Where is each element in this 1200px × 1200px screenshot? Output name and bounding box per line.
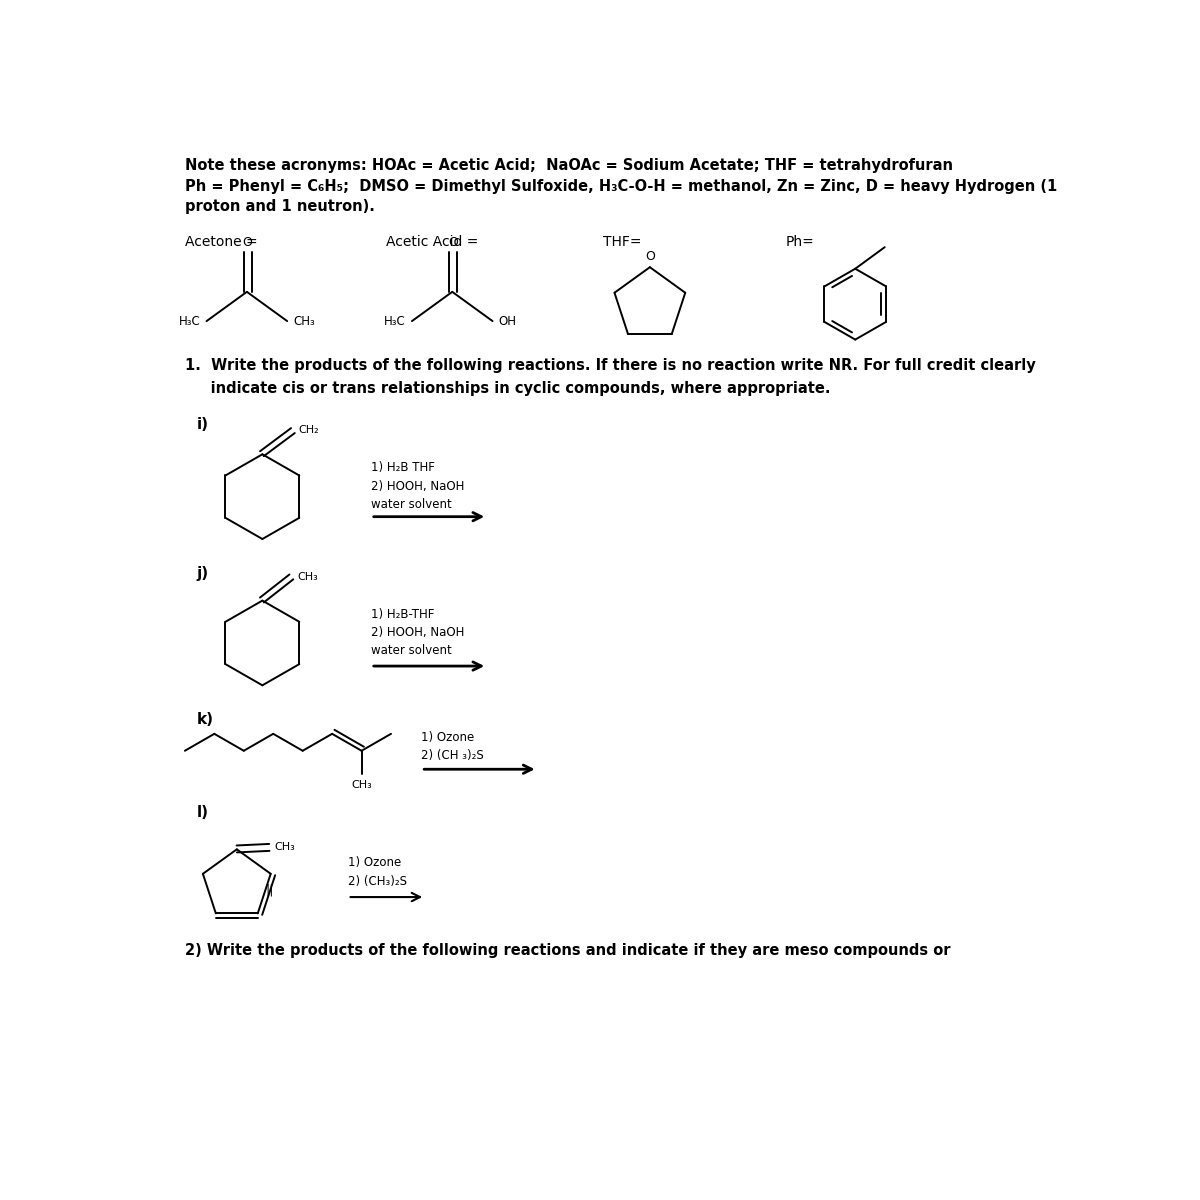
Text: Acetic Acid =: Acetic Acid = [386,235,479,248]
Text: CH₃: CH₃ [275,842,295,852]
Text: OH: OH [499,314,517,328]
Text: CH₃: CH₃ [352,780,372,790]
Text: Note these acronyms: HOAc = Acetic Acid;  NaOAc = Sodium Acetate; THF = tetrahyd: Note these acronyms: HOAc = Acetic Acid;… [185,158,953,173]
Text: CH₃: CH₃ [298,571,318,582]
Text: 2) HOOH, NaOH: 2) HOOH, NaOH [371,626,464,640]
Text: 2) HOOH, NaOH: 2) HOOH, NaOH [371,480,464,493]
Text: H₃C: H₃C [179,314,200,328]
Text: H₃C: H₃C [384,314,406,328]
Text: Ph=: Ph= [786,235,815,248]
Text: CH₂: CH₂ [299,426,319,436]
Text: Ph = Phenyl = C₆H₅;  DMSO = Dimethyl Sulfoxide, H₃C-O-H = methanol, Zn = Zinc, D: Ph = Phenyl = C₆H₅; DMSO = Dimethyl Sulf… [185,179,1057,193]
Text: 1) Ozone: 1) Ozone [348,857,401,869]
Text: indicate cis or trans relationships in cyclic compounds, where appropriate.: indicate cis or trans relationships in c… [185,382,830,396]
Text: 1.  Write the products of the following reactions. If there is no reaction write: 1. Write the products of the following r… [185,358,1036,373]
Text: O: O [242,235,252,248]
Text: j): j) [197,566,209,581]
Text: O: O [644,250,655,263]
Text: Acetone =: Acetone = [185,235,258,248]
Text: THF=: THF= [604,235,642,248]
Text: 1) H₂B THF: 1) H₂B THF [371,461,434,474]
Text: 2) (CH₃)₂S: 2) (CH₃)₂S [348,875,407,888]
Text: O: O [448,235,458,248]
Text: CH₃: CH₃ [293,314,316,328]
Text: 2) Write the products of the following reactions and indicate if they are meso c: 2) Write the products of the following r… [185,943,950,959]
Text: 1) Ozone: 1) Ozone [421,731,474,744]
Text: proton and 1 neutron).: proton and 1 neutron). [185,199,374,215]
Text: water solvent: water solvent [371,498,451,511]
Text: k): k) [197,713,214,727]
Text: 1) H₂B-THF: 1) H₂B-THF [371,607,434,620]
Text: l): l) [197,805,209,820]
Text: ||: || [265,883,274,896]
Text: i): i) [197,418,209,432]
Text: 2) (CH ₃)₂S: 2) (CH ₃)₂S [421,749,484,762]
Text: water solvent: water solvent [371,644,451,658]
